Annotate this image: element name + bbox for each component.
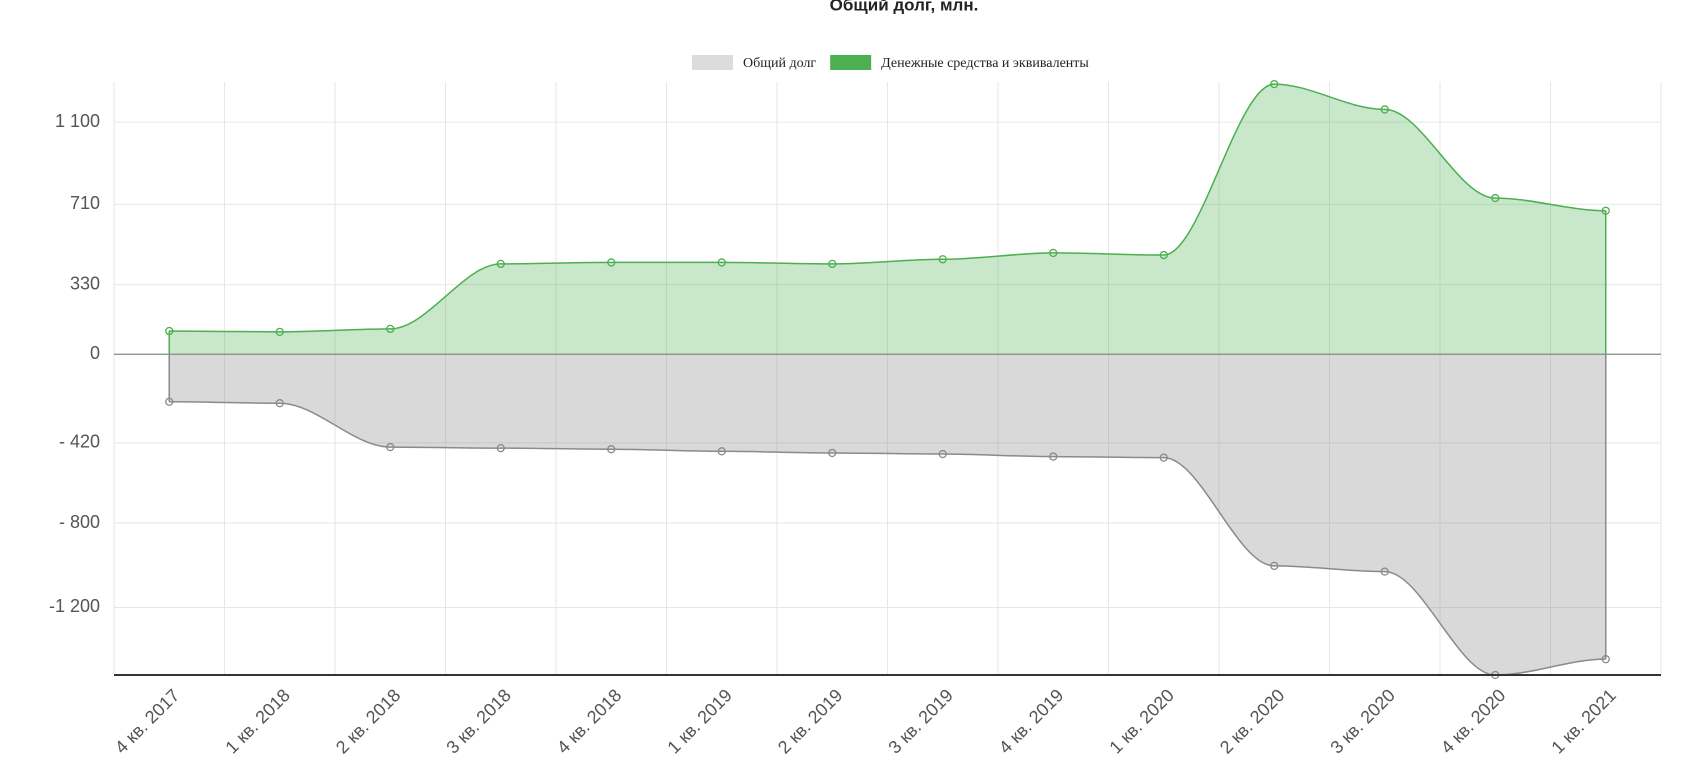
x-tick-label: 3 кв. 2018 [442, 685, 514, 757]
x-tick-label: 1 кв. 2021 [1547, 685, 1619, 757]
point [717, 447, 726, 456]
point [828, 259, 837, 269]
point [1049, 452, 1058, 461]
y-tick-label: 710 [70, 193, 100, 213]
area-line [169, 400, 1606, 676]
point [938, 255, 947, 264]
area-line [169, 83, 1606, 333]
legend-swatch [830, 55, 872, 70]
point [938, 449, 947, 459]
point [717, 258, 726, 267]
y-tick-label: 330 [70, 273, 100, 293]
x-tick-label: 2 кв. 2019 [774, 685, 846, 757]
point [1601, 206, 1610, 215]
point [165, 397, 174, 406]
point [1491, 193, 1500, 203]
point [1270, 561, 1279, 571]
point [165, 326, 174, 336]
x-tick-label: 4 кв. 2019 [995, 685, 1067, 757]
point [496, 259, 505, 269]
x-tick-label: 1 кв. 2019 [663, 685, 735, 757]
x-tick-label: 1 кв. 2020 [1105, 685, 1177, 757]
y-tick-label: -1 200 [49, 596, 100, 616]
point [496, 443, 505, 453]
point [386, 324, 395, 334]
x-tick-label: 4 кв. 2017 [111, 685, 183, 757]
x-tick-label: 4 кв. 2018 [553, 685, 625, 757]
y-tick-label: - 800 [59, 512, 100, 532]
area-fill [169, 354, 1606, 675]
legend-label: Общий долг [743, 56, 816, 71]
x-tick-label: 3 кв. 2019 [884, 685, 956, 757]
point [1270, 79, 1279, 89]
point [1159, 250, 1168, 260]
point [1159, 453, 1168, 462]
point [386, 442, 395, 452]
x-tick-label: 1 кв. 2018 [221, 685, 293, 757]
area-fill [169, 84, 1606, 355]
point [607, 258, 616, 267]
point [1049, 248, 1058, 258]
y-tick-label: 0 [90, 343, 100, 363]
y-tick-label: 1 100 [55, 111, 100, 131]
point [275, 399, 284, 408]
point [828, 448, 837, 458]
point [275, 327, 284, 337]
x-tick-label: 4 кв. 2020 [1437, 685, 1509, 757]
x-tick-label: 3 кв. 2020 [1326, 685, 1398, 757]
point [1380, 567, 1389, 576]
legend-label: Денежные средства и эквиваленты [881, 56, 1089, 71]
legend-swatch [692, 55, 733, 70]
point [1601, 655, 1610, 664]
point [607, 445, 616, 454]
x-tick-label: 2 кв. 2020 [1216, 685, 1288, 757]
x-tick-label: 2 кв. 2018 [332, 685, 404, 757]
y-tick-label: - 420 [59, 432, 100, 452]
point [1380, 105, 1389, 114]
chart-title: Общий долг, млн. [830, 0, 979, 14]
